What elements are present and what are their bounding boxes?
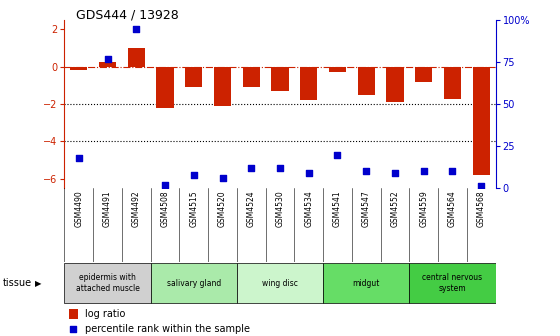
Point [477,184,486,189]
Bar [409,263,496,303]
Text: log ratio: log ratio [85,309,125,319]
Bar [214,67,231,106]
Bar [237,263,323,303]
Text: GSM4568: GSM4568 [477,191,486,227]
Bar [358,67,375,95]
Point [69,326,78,332]
Text: GSM4547: GSM4547 [362,191,371,227]
Bar [272,67,288,91]
Text: GSM4492: GSM4492 [132,191,141,227]
Point [304,170,313,176]
Bar [64,263,151,303]
Text: GSM4508: GSM4508 [161,191,170,227]
Bar [151,263,237,303]
Text: GSM4524: GSM4524 [247,191,256,227]
Point [276,165,284,171]
Text: GSM4559: GSM4559 [419,191,428,227]
Bar [69,309,78,320]
Text: GSM4490: GSM4490 [74,191,83,227]
Point [390,170,399,176]
Point [333,152,342,157]
Text: GSM4541: GSM4541 [333,191,342,227]
Bar [185,67,202,87]
Text: midgut: midgut [353,279,380,288]
Text: tissue: tissue [3,278,32,288]
Bar [444,67,461,98]
Bar [323,263,409,303]
Text: percentile rank within the sample: percentile rank within the sample [85,324,250,334]
Point [161,182,170,187]
Bar [99,62,116,67]
Text: salivary gland: salivary gland [167,279,221,288]
Point [247,165,256,171]
Point [132,26,141,31]
Text: GSM4515: GSM4515 [189,191,198,227]
Point [419,169,428,174]
Bar [128,48,145,67]
Point [448,169,457,174]
Bar [242,67,260,87]
Bar [70,67,87,70]
Point [218,175,227,181]
Text: ▶: ▶ [35,279,42,288]
Bar [300,67,318,100]
Bar [415,67,432,82]
Point [362,169,371,174]
Text: GSM4491: GSM4491 [103,191,112,227]
Bar [156,67,174,108]
Text: GSM4534: GSM4534 [304,191,313,227]
Text: GSM4520: GSM4520 [218,191,227,227]
Bar [386,67,404,102]
Text: GSM4564: GSM4564 [448,191,457,227]
Point [189,172,198,177]
Point [103,56,112,61]
Text: central nervous
system: central nervous system [422,274,483,293]
Text: wing disc: wing disc [262,279,298,288]
Text: GDS444 / 13928: GDS444 / 13928 [76,8,178,22]
Text: GSM4552: GSM4552 [390,191,399,227]
Point [74,155,83,161]
Text: GSM4530: GSM4530 [276,191,284,227]
Text: epidermis with
attached muscle: epidermis with attached muscle [76,274,139,293]
Bar [329,67,346,73]
Bar [473,67,490,175]
